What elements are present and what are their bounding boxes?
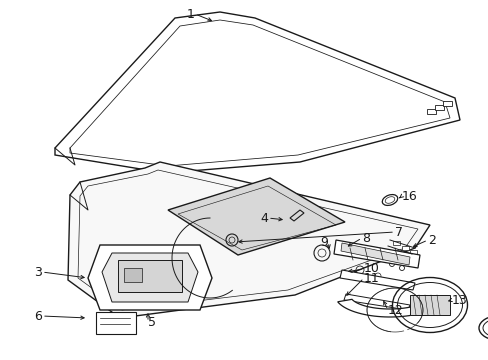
Polygon shape (88, 245, 212, 310)
Polygon shape (337, 299, 442, 317)
Text: 13: 13 (451, 293, 467, 306)
Polygon shape (333, 240, 419, 268)
Bar (118, 260, 182, 292)
Bar (434, 105, 443, 110)
Text: 2: 2 (427, 234, 435, 247)
Text: 10: 10 (363, 262, 379, 275)
Bar (392, 241, 399, 245)
Text: 5: 5 (148, 315, 156, 328)
Polygon shape (343, 294, 409, 310)
Text: 12: 12 (387, 303, 403, 316)
Bar (409, 250, 416, 254)
Polygon shape (168, 178, 345, 255)
Text: 6: 6 (34, 310, 42, 323)
Text: 16: 16 (401, 189, 417, 202)
Polygon shape (102, 253, 198, 302)
Bar (124, 268, 142, 282)
Text: 8: 8 (361, 231, 369, 244)
Bar (96, 312, 136, 334)
Text: 7: 7 (394, 225, 402, 238)
Text: 4: 4 (260, 211, 267, 225)
Text: 11: 11 (363, 271, 379, 284)
Text: 1: 1 (187, 8, 195, 21)
Bar (401, 246, 408, 250)
Polygon shape (68, 162, 429, 318)
Polygon shape (340, 243, 409, 265)
Bar (426, 109, 435, 114)
Bar (442, 101, 451, 106)
Polygon shape (339, 270, 414, 290)
Text: 3: 3 (34, 266, 42, 279)
Bar (409, 295, 449, 315)
Text: 9: 9 (320, 235, 327, 248)
